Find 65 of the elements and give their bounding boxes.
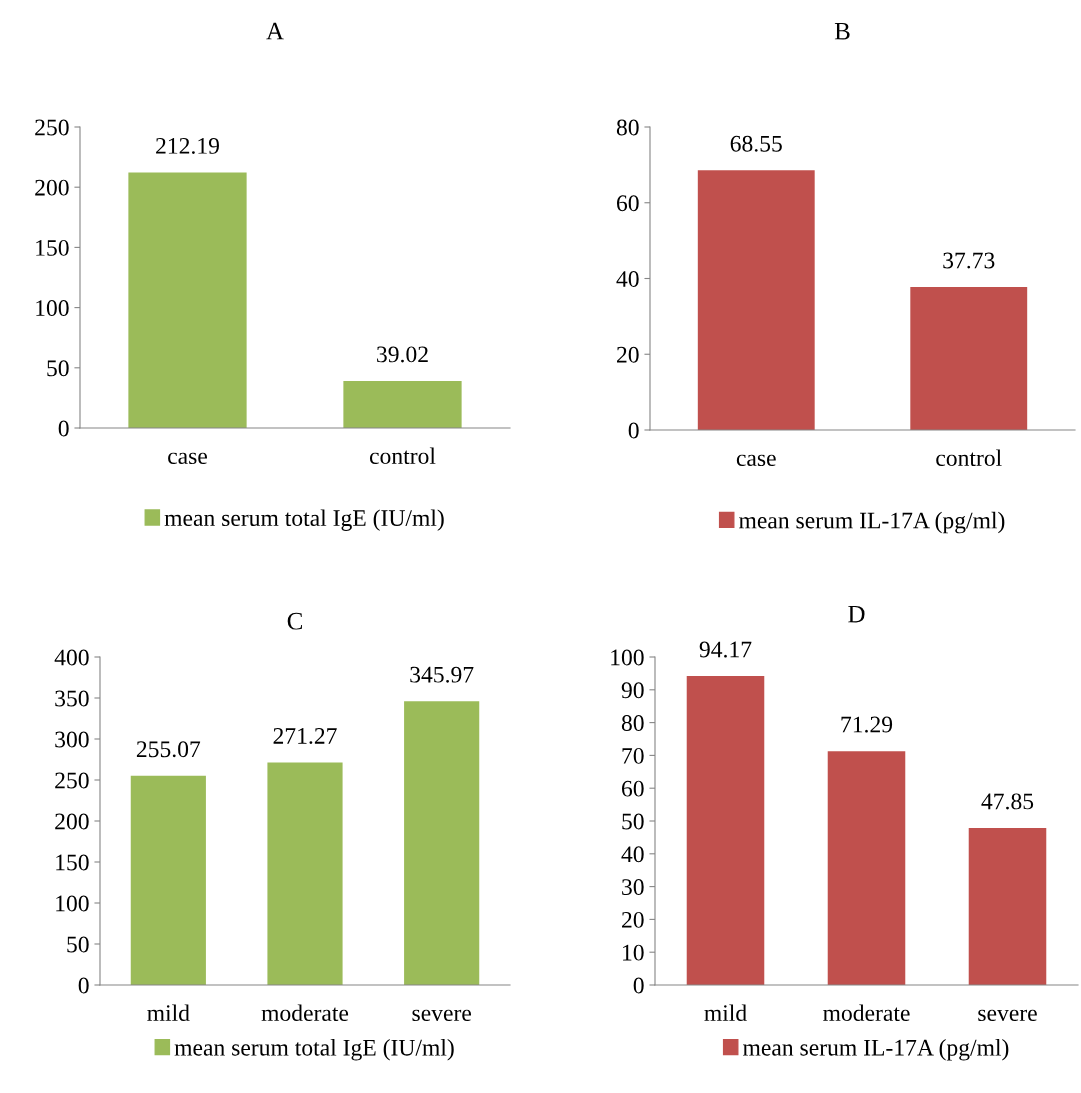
x-tick-label: control <box>936 449 1002 467</box>
legend-label: mean serum IL-17A (pg/ml) <box>739 511 1005 534</box>
y-tick-label: 250 <box>35 119 69 136</box>
y-tick-label: 300 <box>55 731 89 748</box>
data-label: 68.55 <box>730 135 782 152</box>
chart-title: D <box>848 605 865 623</box>
y-tick-label: 250 <box>55 772 89 789</box>
x-tick-label: mild <box>147 1004 190 1022</box>
x-tick-label: case <box>168 452 207 465</box>
y-tick-label: 200 <box>55 813 89 830</box>
x-tick-label: severe <box>978 1009 1037 1022</box>
y-tick-label: 60 <box>621 780 644 797</box>
legend-label: mean serum total IgE (IU/ml) <box>174 1039 454 1061</box>
y-tick-label: 100 <box>36 300 69 317</box>
y-tick-label: 0 <box>78 977 89 994</box>
y-tick-label: 30 <box>622 879 644 896</box>
legend-label: mean serum total IgE (IU/ml) <box>164 509 444 531</box>
chart-title: A <box>266 22 284 40</box>
data-label: 39.02 <box>377 346 428 363</box>
y-tick-label: 90 <box>621 682 644 699</box>
y-tick-label: 100 <box>56 895 89 912</box>
data-label: 47.85 <box>981 793 1034 810</box>
x-tick-label: case <box>736 454 776 467</box>
data-label: 271.27 <box>273 728 337 744</box>
data-label: 94.17 <box>699 641 752 658</box>
data-label: 345.97 <box>410 666 474 683</box>
data-label: 255.07 <box>136 741 201 758</box>
y-tick-label: 150 <box>56 854 89 871</box>
x-tick-label: mild <box>704 1004 747 1022</box>
data-label: 37.73 <box>943 252 995 269</box>
chart-title: C <box>287 612 302 630</box>
y-tick-label: 70 <box>622 747 644 764</box>
y-tick-label: 50 <box>622 813 644 830</box>
x-tick-label: severe <box>412 1009 471 1022</box>
bar <box>686 676 765 985</box>
legend-label: mean serum IL-17A (pg/ml) <box>743 1039 1009 1061</box>
y-tick-label: 0 <box>628 422 639 439</box>
y-tick-label: 350 <box>55 690 89 707</box>
y-tick-label: 200 <box>35 179 69 196</box>
y-tick-label: 50 <box>47 360 69 377</box>
y-tick-label: 400 <box>54 649 89 666</box>
y-tick-label: 80 <box>621 715 644 732</box>
y-tick-label: 50 <box>67 936 89 953</box>
chart-title: B <box>834 22 850 40</box>
y-tick-label: 0 <box>633 977 644 994</box>
y-tick-label: 20 <box>622 911 644 928</box>
data-label: 71.29 <box>841 716 893 733</box>
y-tick-label: 80 <box>616 119 639 136</box>
bar <box>267 762 343 985</box>
bar <box>130 775 206 985</box>
y-tick-label: 40 <box>616 270 639 287</box>
y-tick-label: 150 <box>36 239 69 256</box>
y-tick-label: 60 <box>616 195 639 212</box>
x-tick-label: control <box>369 447 436 465</box>
y-tick-label: 10 <box>623 944 644 961</box>
y-tick-label: 20 <box>617 346 639 363</box>
data-label: 212.19 <box>156 137 219 154</box>
bar <box>968 828 1047 985</box>
bar <box>827 751 906 985</box>
x-tick-label: moderate <box>261 1004 349 1022</box>
y-tick-label: 100 <box>611 649 644 666</box>
x-tick-label: moderate <box>823 1004 910 1022</box>
bar <box>404 701 480 985</box>
y-tick-label: 40 <box>621 846 644 863</box>
y-tick-label: 0 <box>58 420 69 437</box>
